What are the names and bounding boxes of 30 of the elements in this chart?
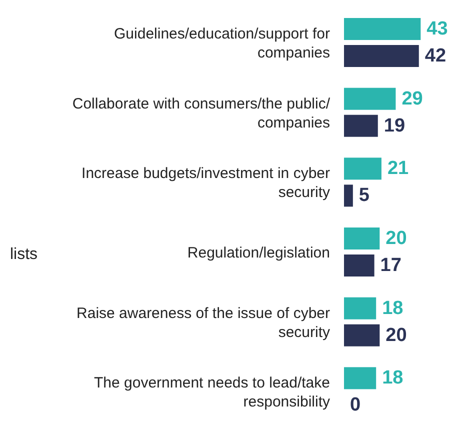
data-label: 20 xyxy=(386,228,407,249)
text: lists xyxy=(10,246,38,264)
data-label: 20 xyxy=(386,324,407,346)
bar xyxy=(344,184,353,207)
y-tick-label: The government needs to lead/take responsibility xyxy=(94,374,330,410)
bar xyxy=(344,45,419,67)
data-label: 43 xyxy=(426,18,448,40)
bar xyxy=(344,18,421,40)
y-tick-label: Raise awareness of the issue of cyber security xyxy=(76,304,330,340)
y-tick-label: Collaborate with consumers/the public/ companies xyxy=(72,94,331,131)
data-label: 42 xyxy=(424,46,446,66)
bar xyxy=(344,88,396,110)
bar xyxy=(344,254,374,276)
data-label: 0 xyxy=(350,394,361,416)
bar xyxy=(344,297,376,320)
data-label: 17 xyxy=(380,255,402,276)
data-label: 19 xyxy=(384,115,406,136)
data-label: 18 xyxy=(382,298,404,319)
data-label: 29 xyxy=(402,88,423,110)
bar xyxy=(344,158,382,180)
bar xyxy=(344,367,376,390)
bar xyxy=(344,228,380,250)
data-label: 18 xyxy=(382,368,404,389)
y-tick-label: Regulation/legislation xyxy=(187,244,330,261)
data-label: 5 xyxy=(358,185,370,206)
bar xyxy=(344,324,380,346)
y-tick-label: Guidelines/education/support for companies xyxy=(114,24,330,61)
bar xyxy=(344,114,378,137)
y-tick-label: Increase budgets/investment in cyber security xyxy=(82,164,330,201)
data-label: 21 xyxy=(387,158,410,180)
